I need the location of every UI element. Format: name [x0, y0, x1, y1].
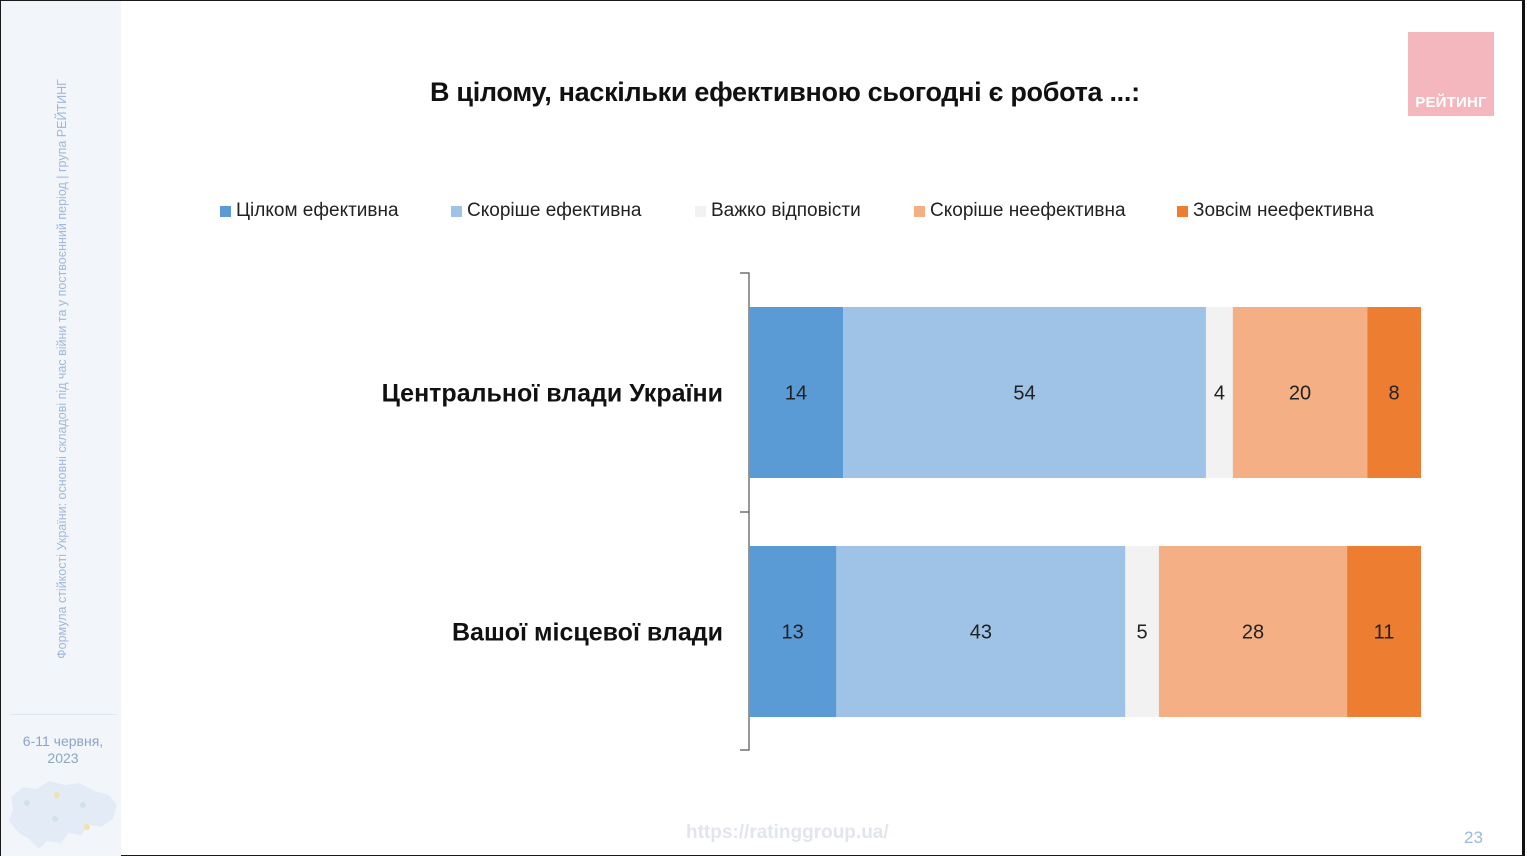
legend-swatch: [914, 205, 925, 217]
data-label: 8: [1389, 383, 1400, 405]
legend-label: Зовсім неефективна: [1193, 200, 1374, 221]
data-label: 5: [1137, 622, 1148, 644]
ukraine-map-icon: [9, 781, 117, 849]
data-label: 54: [1013, 383, 1035, 405]
legend-item: Цілком ефективна: [220, 200, 399, 222]
data-label: 13: [782, 622, 804, 644]
legend-item: Скоріше ефективна: [451, 200, 641, 222]
footer-url[interactable]: https://ratinggroup.ua/: [686, 822, 889, 843]
category-axis: [740, 272, 750, 751]
legend-label: Важко відповісти: [711, 200, 861, 221]
data-label: 43: [970, 622, 992, 644]
chart-legend: Цілком ефективна Скоріше ефективна Важко в…: [220, 200, 1420, 226]
data-label: 4: [1214, 383, 1225, 405]
legend-swatch: [1177, 205, 1188, 217]
sidebar-divider: [11, 714, 116, 715]
legend-label: Скоріше ефективна: [467, 200, 642, 221]
data-label: 28: [1242, 622, 1264, 644]
bar-segment: [1347, 546, 1421, 717]
bar-segment: [1205, 307, 1233, 478]
legend-label: Скоріше неефективна: [930, 200, 1126, 221]
legend-swatch: [220, 205, 231, 217]
data-label: 14: [785, 383, 807, 405]
legend-label: Цілком ефективна: [236, 200, 399, 221]
category-label: Вашої місцевої влади: [452, 619, 723, 647]
rating-logo: РЕЙТИНГ: [1408, 32, 1494, 116]
bar-segment: [843, 307, 1206, 478]
page-number: 23: [1464, 828, 1483, 847]
survey-date-line2: 2023: [47, 750, 79, 766]
category-label: Центральної влади України: [382, 380, 723, 408]
survey-date-line1: 6-11 червня,: [22, 733, 104, 749]
survey-date: 6-11 червня, 2023: [7, 733, 119, 767]
data-label: 20: [1289, 383, 1311, 405]
bar-segment: [749, 546, 837, 717]
bar-segment: [749, 307, 844, 478]
legend-swatch: [695, 205, 706, 217]
legend-item: Важко відповісти: [695, 200, 861, 222]
legend-item: Скоріше неефективна: [914, 200, 1126, 222]
bar-segment: [1232, 307, 1368, 478]
logo-text: РЕЙТИНГ: [1415, 94, 1487, 111]
bar-segment: [1125, 546, 1159, 717]
data-label: 11: [1374, 622, 1395, 644]
bar-segment: [836, 546, 1126, 717]
bar-segment: [1158, 546, 1348, 717]
sidebar: Формула стійкості України: основні склад…: [1, 1, 121, 856]
chart-title: В цілому, наскільки ефективною сьогодні …: [430, 77, 1140, 107]
legend-swatch: [451, 205, 462, 217]
bar-segment: [1367, 307, 1421, 478]
legend-item: Зовсім неефективна: [1177, 200, 1374, 222]
